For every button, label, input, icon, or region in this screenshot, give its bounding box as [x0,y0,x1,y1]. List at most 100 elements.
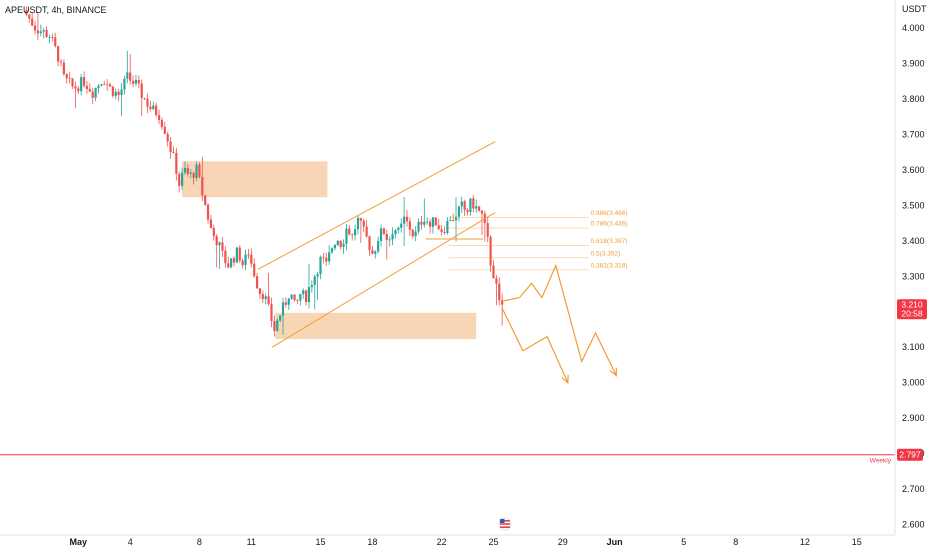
channel-line[interactable] [271,212,496,348]
candle-body [120,89,123,96]
candle-body [137,80,140,84]
time-tick-label: May [70,537,88,547]
candle-body [65,74,68,79]
economic-event-marker[interactable] [498,517,512,531]
candle-body [201,176,204,196]
price-scale-background [895,0,932,535]
price-zone-rect[interactable] [182,161,328,198]
time-tick-label: 15 [852,537,862,547]
candle-body [45,30,48,37]
candle-body [403,216,406,224]
candle-body [100,84,103,86]
candle-body [204,195,207,205]
candle-body [371,250,374,254]
candle-body [74,86,77,89]
candle-body [428,221,432,227]
price-unit-label: USDT [902,4,927,14]
flag-stripe [500,523,510,525]
candle-body [192,172,195,178]
candle-body [382,228,386,234]
candle-body [466,209,469,212]
candle-body [42,30,45,32]
candle-body [82,77,86,86]
candle-body [267,296,270,305]
supply-demand-zones [182,161,477,340]
candle-body [221,242,224,251]
candle-body [368,236,371,251]
candle-body [336,240,339,245]
candle-body [333,244,337,249]
candle-body [270,304,273,322]
candle-body [452,220,455,221]
candle-body [195,164,198,178]
candle-body [319,256,322,275]
candle-body [486,223,489,237]
candle-body [354,229,357,236]
weekly-price-tag [897,448,923,461]
candle-body [290,294,293,299]
candle-body [178,173,181,186]
candle-body [472,198,475,209]
projection-path[interactable] [501,307,569,383]
channel-line[interactable] [257,141,496,270]
candle-body [426,221,429,223]
candle-body [146,98,149,107]
candle-body [348,228,351,235]
candle-body [477,206,481,211]
time-scale[interactable]: May 4 8 11 15 18 22 25 29 Jun 5 8 12 15 [70,537,862,547]
candle-body [126,72,129,79]
candlestick-series [25,6,504,337]
projection-path[interactable] [502,263,617,376]
candle-body [330,248,334,253]
candle-body [437,225,440,230]
candle-body [279,315,282,321]
symbol-title[interactable]: APEUSDT, 4h, BINANCE [5,5,107,15]
fib-level-label: 0.786(3.436) [591,221,628,228]
candle-body [166,134,169,142]
time-tick-label: 8 [733,537,738,547]
candle-body [440,229,443,233]
candle-body [457,206,460,217]
candle-body [198,164,201,177]
candle-body [495,278,498,284]
candle-body [36,30,40,34]
candle-body [417,221,420,232]
candle-body [235,247,238,263]
candle-body [31,18,34,26]
fib-level-label: 0.618(3.387) [591,238,628,245]
arrow-head-icon [561,374,569,384]
candle-body [160,120,164,127]
candle-body [284,302,287,305]
candle-body [103,84,106,85]
candle-body [28,14,31,19]
candle-body [377,240,380,252]
candle-body [304,290,308,303]
candle-body [296,300,299,301]
candle-body [397,227,400,231]
time-tick-label: 29 [558,537,568,547]
candle-body [206,204,210,220]
plot-area[interactable]: 0.886(3.466) 0.786(3.436) 0.618(3.387) 0.5(… [0,6,895,465]
candle-body [244,254,247,266]
fib-level-label: 0.5(3.352) [591,250,621,257]
candle-body [97,85,100,88]
candle-body [134,80,138,84]
candle-body [322,256,325,258]
candle-body [328,252,331,262]
candle-body [183,168,187,173]
candle-body [85,85,89,90]
price-tick-label: 3.900 [902,58,925,68]
candle-body [175,152,178,174]
price-tick-label: 3.800 [902,94,925,104]
candle-body [169,141,172,152]
fib-level-label: 0.382(3.318) [591,262,628,269]
candle-body [71,78,74,87]
price-zone-rect[interactable] [275,312,477,340]
candle-body [230,258,233,268]
time-tick-label: 11 [247,537,256,547]
candle-body [123,78,126,90]
candle-body [108,84,112,87]
candle-body [106,84,109,86]
